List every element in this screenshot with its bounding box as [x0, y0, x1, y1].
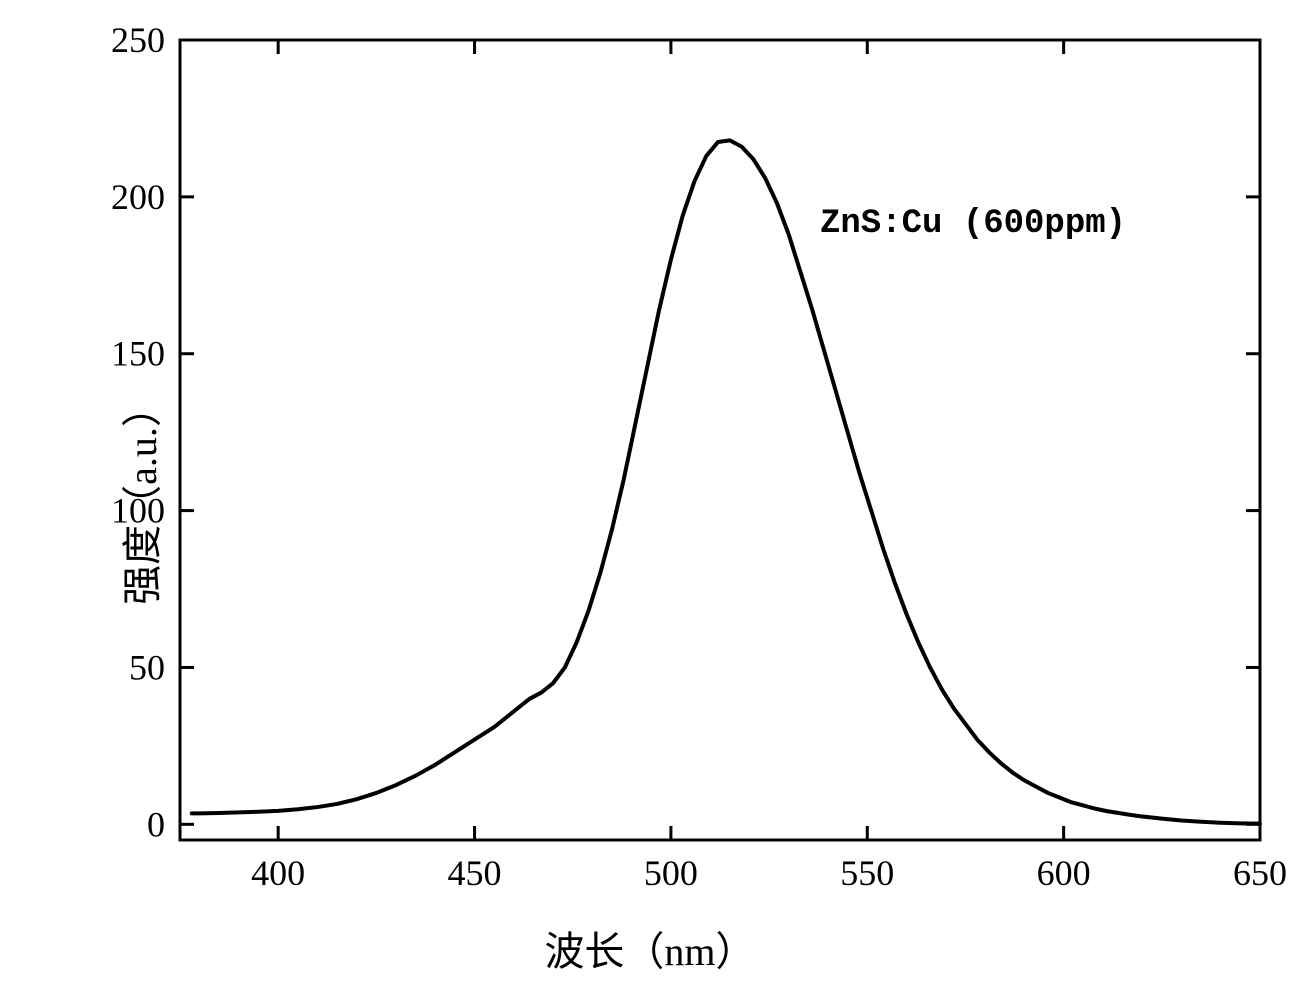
svg-text:600: 600 — [1037, 853, 1091, 893]
svg-text:50: 50 — [129, 647, 165, 687]
svg-text:250: 250 — [111, 20, 165, 60]
svg-text:550: 550 — [840, 853, 894, 893]
series-label: ZnS:Cu (600ppm) — [820, 205, 1126, 243]
svg-text:150: 150 — [111, 334, 165, 374]
svg-text:500: 500 — [644, 853, 698, 893]
svg-text:450: 450 — [448, 853, 502, 893]
svg-text:200: 200 — [111, 177, 165, 217]
spectrum-chart: 400450500550600650050100150200250 强度（a.u… — [0, 0, 1300, 992]
svg-text:0: 0 — [147, 804, 165, 844]
y-axis-label: 强度（a.u.） — [110, 387, 168, 605]
svg-text:650: 650 — [1233, 853, 1287, 893]
x-axis-label: 波长（nm） — [544, 919, 755, 977]
chart-svg: 400450500550600650050100150200250 — [0, 0, 1300, 992]
svg-text:400: 400 — [251, 853, 305, 893]
